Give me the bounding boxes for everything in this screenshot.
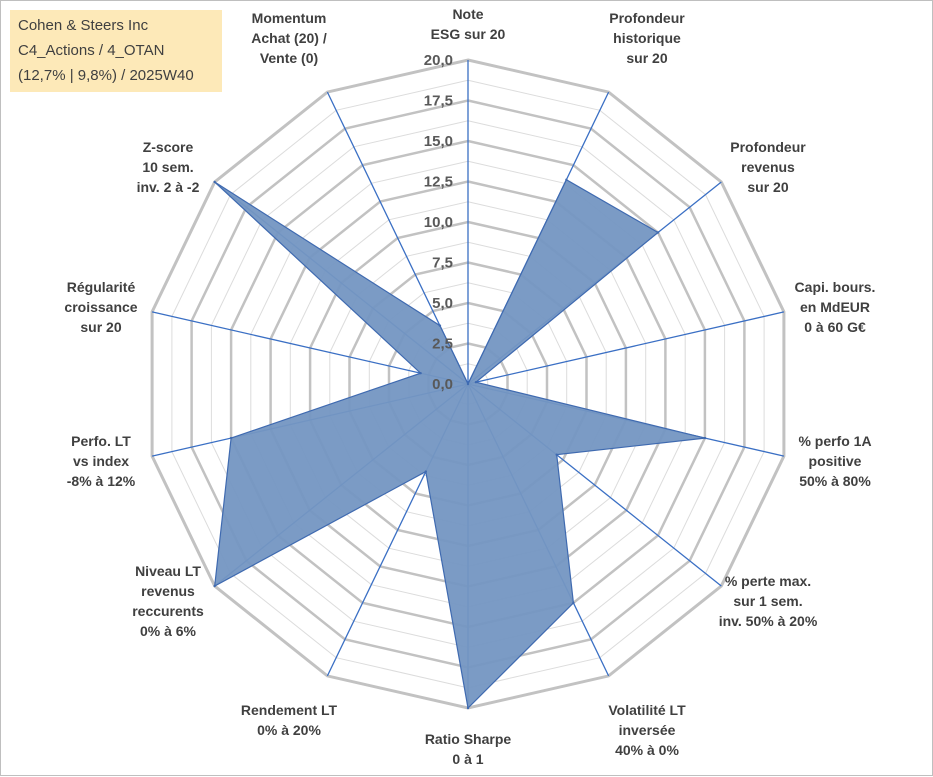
axis-label-line: Profondeur [730,139,806,155]
axis-label-line: reccurents [132,603,204,619]
axis-label-line: en MdEUR [800,299,870,315]
axis-label-line: Capi. bours. [794,279,876,295]
axis-label-line: 0 à 1 [452,751,484,767]
axis-label-line: % perte max. [724,573,812,589]
data-point [213,180,216,184]
data-point [229,436,233,440]
axis-label: Z-score 10 sem. inv. 2 à -2 [88,137,248,197]
axis-label-line: sur 20 [80,319,122,335]
tick-label: 10,0 [424,214,453,231]
tick-label: 7,5 [432,255,453,272]
data-point [213,584,216,588]
axis-label: Ratio Sharpe 0 à 1 [388,729,548,769]
info-box: Cohen & Steers Inc C4_Actions / 4_OTAN (… [10,10,222,92]
axis-label-line: Note [452,6,484,22]
axis-label: Profondeur revenus sur 20 [688,137,848,197]
axis-label-line: Rendement LT [240,702,338,718]
axis-label-line: inversée [618,722,676,738]
data-point [572,601,575,605]
data-point [703,436,707,440]
axis-label-line: ESG sur 20 [430,26,506,42]
tick-label: 2,5 [432,336,453,353]
tick-label: 17,5 [424,93,453,110]
axis-label-line: vs index [72,453,130,469]
axis-label-line: Profondeur [609,10,685,26]
axis-label-line: Z-score [142,139,194,155]
axis-label-line: 0% à 20% [257,722,321,738]
performance-week-label: (12,7% | 9,8%) / 2025W40 [18,67,194,84]
tick-label: 5,0 [432,295,453,312]
data-point [555,453,558,456]
data-point [438,324,442,327]
axis-label: Volatilité LT inversée 40% à 0% [567,700,727,760]
data-series-area [213,178,706,710]
axis-label-line: 50% à 80% [799,473,871,489]
axis-label-line: Vente (0) [259,50,319,66]
axis-label: Capi. bours. en MdEUR 0 à 60 G€ [755,277,915,337]
axis-label-line: Ratio Sharpe [424,731,512,747]
axis-label: Note ESG sur 20 [388,4,548,44]
axis-label-line: Perfo. LT [71,433,131,449]
data-point [419,372,422,375]
axis-label: Régularité croissance sur 20 [21,277,181,337]
data-point [474,381,478,384]
axis-label-line: revenus [741,159,795,175]
axis-label: % perfo 1A positive 50% à 80% [755,431,915,491]
axis-label-line: sur 20 [626,50,668,66]
axis-label: Perfo. LT vs index -8% à 12% [21,431,181,491]
axis-label-line: 10 sem. [142,159,194,175]
data-point [424,470,427,473]
axis-label-line: -8% à 12% [66,473,136,489]
tick-label: 12,5 [424,174,453,191]
axis-spoke [467,311,785,385]
tick-label: 0,0 [432,376,453,393]
axis-label: Niveau LT revenus reccurents 0% à 6% [88,561,248,641]
axis-label-line: Régularité [66,279,136,295]
axis-label-line: 0 à 60 G€ [804,319,866,335]
axis-label-line: positive [808,453,862,469]
axis-label-line: 0% à 6% [139,623,197,639]
axis-label: Momentum Achat (20) / Vente (0) [209,8,369,68]
axis-label-line: Achat (20) / [251,30,327,46]
axis-label-line: historique [613,30,681,46]
tick-label: 20,0 [424,52,453,69]
axis-spoke [151,311,469,385]
axis-label-line: sur 20 [747,179,789,195]
axis-label-line: inv. 50% à 20% [718,613,818,629]
axis-label-line: Niveau LT [135,563,201,579]
data-point [565,178,568,181]
axis-label-line: sur 1 sem. [733,593,803,609]
axis-label: Profondeur historique sur 20 [567,8,727,68]
data-point [466,382,470,386]
category-label: C4_Actions / 4_OTAN [18,42,165,59]
tick-label: 15,0 [424,133,453,150]
axis-label: % perte max. sur 1 sem. inv. 50% à 20% [688,571,848,631]
axis-label-line: 40% à 0% [615,742,679,758]
axis-label-line: inv. 2 à -2 [136,179,200,195]
axis-label-line: Volatilité LT [608,702,686,718]
axis-label-line: revenus [141,583,195,599]
axis-label: Rendement LT 0% à 20% [209,700,369,740]
data-point [466,706,470,710]
axis-label-line: Momentum [251,10,327,26]
data-point [656,231,660,234]
company-name: Cohen & Steers Inc [18,17,149,34]
axis-label-line: % perfo 1A [798,433,872,449]
axis-label-line: croissance [64,299,138,315]
